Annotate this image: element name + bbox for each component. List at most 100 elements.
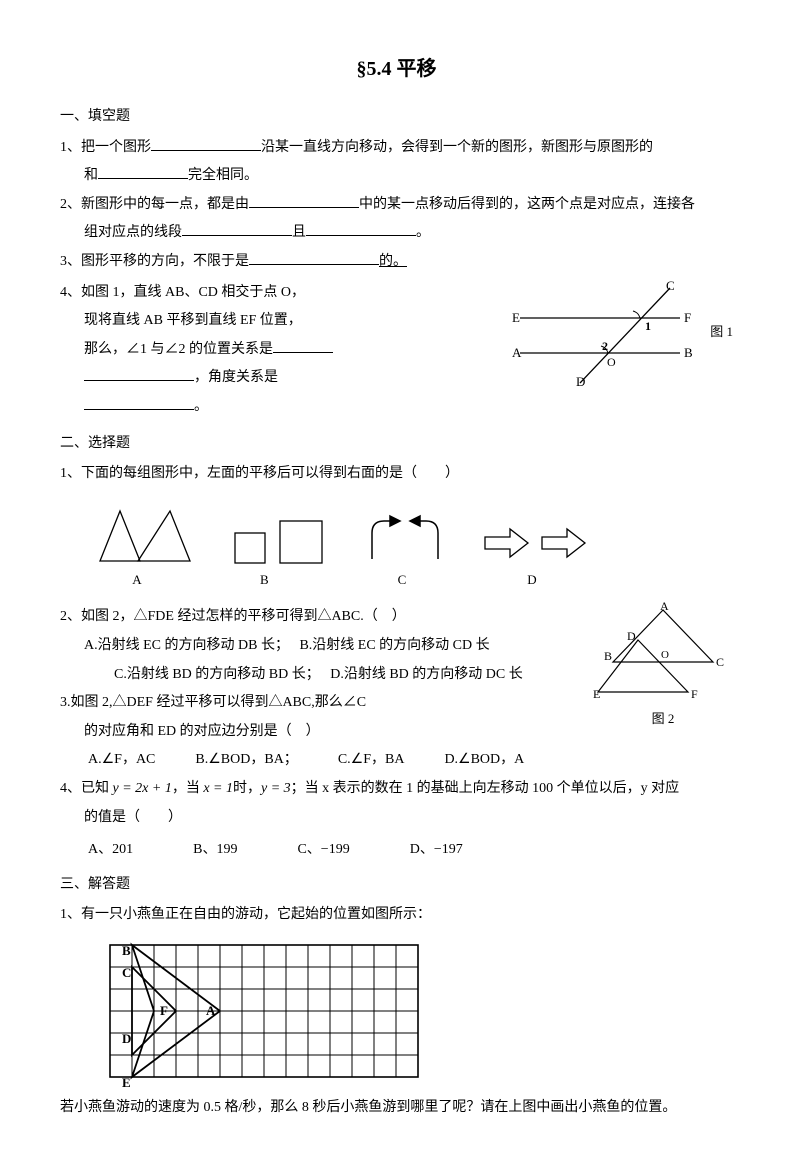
blank[interactable] <box>249 250 379 265</box>
grid-B: B <box>122 943 131 958</box>
q4-line5: 。 <box>60 394 480 421</box>
option-A[interactable]: A <box>90 506 200 593</box>
q4-d: ；当 x 表示的数在 1 的基础上向左移动 100 个单位以后，y 对应 <box>291 781 680 796</box>
fill-q4-row: 4、如图 1，直线 AB、CD 相交于点 O， 现将直线 AB 平移到直线 EF… <box>60 278 733 423</box>
q3-text-a: 3、图形平移的方向，不限于是 <box>60 254 249 269</box>
q2-optA[interactable]: A.沿射线 EC 的方向移动 DB 长； <box>84 638 289 653</box>
q4-b: ，当 <box>172 781 204 796</box>
optA-label: A <box>132 568 147 593</box>
fig1-l1: 1 <box>645 319 651 333</box>
blank[interactable] <box>84 366 194 381</box>
choice-q2: 2、如图 2，△FDE 经过怎样的平移可得到△ABC.（ ） <box>60 604 573 631</box>
q4-c: 时， <box>233 781 261 796</box>
fig2-C: C <box>716 655 724 669</box>
choice-q3b: 的对应角和 ED 的对应边分别是（ ） <box>60 719 573 746</box>
fill-q2: 2、新图形中的每一点，都是由 中的某一点移动后得到的，这两个点是对应点，连接各 <box>60 192 733 219</box>
fig2-label: 图 2 <box>593 707 733 732</box>
section-1-head: 一、填空题 <box>60 104 733 131</box>
q4-optC[interactable]: C、−199 <box>297 837 349 864</box>
q2-optD[interactable]: D.沿射线 BD 的方向移动 DC 长 <box>330 667 523 682</box>
q2-optB[interactable]: B.沿射线 EC 的方向移动 CD 长 <box>299 638 489 653</box>
q4-line3: 那么，∠1 与∠2 的位置关系是 <box>60 337 480 364</box>
choice-q1-options: A B C D <box>90 506 733 593</box>
q4-line2: 现将直线 AB 平移到直线 EF 位置， <box>60 308 480 335</box>
q3-optC[interactable]: C.∠F，BA <box>338 747 405 774</box>
q3-optB[interactable]: B.∠BOD，BA； <box>195 747 297 774</box>
q3-optA[interactable]: A.∠F，AC <box>88 747 155 774</box>
q4-eq2: x = 1 <box>203 781 233 796</box>
choice-q4e: 的值是（ ） <box>60 805 733 832</box>
blank[interactable] <box>151 136 261 151</box>
q3-optD[interactable]: D.∠BOD，A <box>444 747 524 774</box>
option-C[interactable]: C <box>360 511 450 593</box>
q4-text-e: 。 <box>194 399 208 414</box>
q3-text-b: 的。 <box>379 254 407 269</box>
option-D[interactable]: D <box>480 521 600 593</box>
figure-1: E F A B C D O 1 2 图 1 <box>500 278 733 388</box>
q4-line1: 4、如图 1，直线 AB、CD 相交于点 O， <box>60 280 480 307</box>
choice-q2-CD: C.沿射线 BD 的方向移动 BD 长； D.沿射线 BD 的方向移动 DC 长 <box>60 662 573 689</box>
q2-optC[interactable]: C.沿射线 BD 的方向移动 BD 长； <box>114 667 320 682</box>
choice-q3-opts: A.∠F，AC B.∠BOD，BA； C.∠F，BA D.∠BOD，A <box>88 747 573 774</box>
q1-text-d: 完全相同。 <box>188 168 258 183</box>
fill-q1-line2: 和 完全相同。 <box>60 163 733 190</box>
q2-text-e: 。 <box>416 225 430 240</box>
choice-q2-AB: A.沿射线 EC 的方向移动 DB 长； B.沿射线 EC 的方向移动 CD 长 <box>60 633 573 660</box>
q4-optB[interactable]: B、199 <box>193 837 237 864</box>
fig2-B: B <box>604 649 612 663</box>
q2-text-c: 组对应点的线段 <box>84 225 182 240</box>
fig2-E: E <box>593 687 600 701</box>
section-2-head: 二、选择题 <box>60 431 733 458</box>
grid-D: D <box>122 1031 131 1046</box>
fig2-O: O <box>661 649 669 661</box>
option-B[interactable]: B <box>230 511 330 593</box>
blank[interactable] <box>98 164 188 179</box>
q4-optA[interactable]: A、201 <box>88 837 133 864</box>
fig1-C: C <box>666 278 675 293</box>
solve-q1a: 1、有一只小燕鱼正在自由的游动，它起始的位置如图所示： <box>60 902 733 929</box>
choice-q3a: 3.如图 2,△DEF 经过平移可以得到△ABC,那么∠C <box>60 690 573 717</box>
squares-icon <box>230 511 330 566</box>
q2-text-a: 2、新图形中的每一点，都是由 <box>60 197 249 212</box>
triangles-icon <box>90 506 200 566</box>
q4-text-c: 那么，∠1 与∠2 的位置关系是 <box>84 342 273 357</box>
q1-text-b: 沿某一直线方向移动，会得到一个新的图形，新图形与原图形的 <box>261 140 653 155</box>
curved-arrows-icon <box>360 511 450 566</box>
fig2-A: A <box>660 602 669 613</box>
fill-q3: 3、图形平移的方向，不限于是 的。 <box>60 249 733 276</box>
fig1-label: 图 1 <box>710 320 733 345</box>
q1-text-a: 1、把一个图形 <box>60 140 151 155</box>
fig1-A: A <box>512 345 522 360</box>
choice-q2q3-row: 2、如图 2，△FDE 经过怎样的平移可得到△ABC.（ ） A.沿射线 EC … <box>60 602 733 774</box>
block-arrows-icon <box>480 521 600 566</box>
grid-A: A <box>206 1003 216 1018</box>
optD-label: D <box>527 568 542 593</box>
q1-text-c: 和 <box>84 168 98 183</box>
blank[interactable] <box>273 338 333 353</box>
blank[interactable] <box>306 221 416 236</box>
fig1-E: E <box>512 310 520 325</box>
q4-optD[interactable]: D、−197 <box>410 837 463 864</box>
fill-q1: 1、把一个图形 沿某一直线方向移动，会得到一个新的图形，新图形与原图形的 <box>60 135 733 162</box>
fig2-F: F <box>691 687 698 701</box>
grid-C: C <box>122 965 131 980</box>
figure-2: A B C D E F O 图 2 <box>593 602 733 732</box>
choice-q4-opts: A、201 B、199 C、−199 D、−197 <box>88 837 733 864</box>
q4-text-d: ，角度关系是 <box>194 370 278 385</box>
fig1-D: D <box>576 374 585 388</box>
q4-eq1: y = 2x + 1 <box>113 781 172 796</box>
page-title: §5.4 平移 <box>60 50 733 88</box>
q4-a: 4、已知 <box>60 781 113 796</box>
section-3-head: 三、解答题 <box>60 872 733 899</box>
grid-figure: B C D E F A <box>100 935 733 1089</box>
blank[interactable] <box>182 221 292 236</box>
optC-label: C <box>398 568 413 593</box>
optB-label: B <box>260 568 275 593</box>
q2-text-b: 中的某一点移动后得到的，这两个点是对应点，连接各 <box>359 197 695 212</box>
blank[interactable] <box>84 395 194 410</box>
fig2-D: D <box>627 629 636 643</box>
fill-q2-line2: 组对应点的线段且。 <box>60 220 733 247</box>
q4-eq3: y = 3 <box>261 781 291 796</box>
grid-F: F <box>160 1003 168 1018</box>
blank[interactable] <box>249 193 359 208</box>
